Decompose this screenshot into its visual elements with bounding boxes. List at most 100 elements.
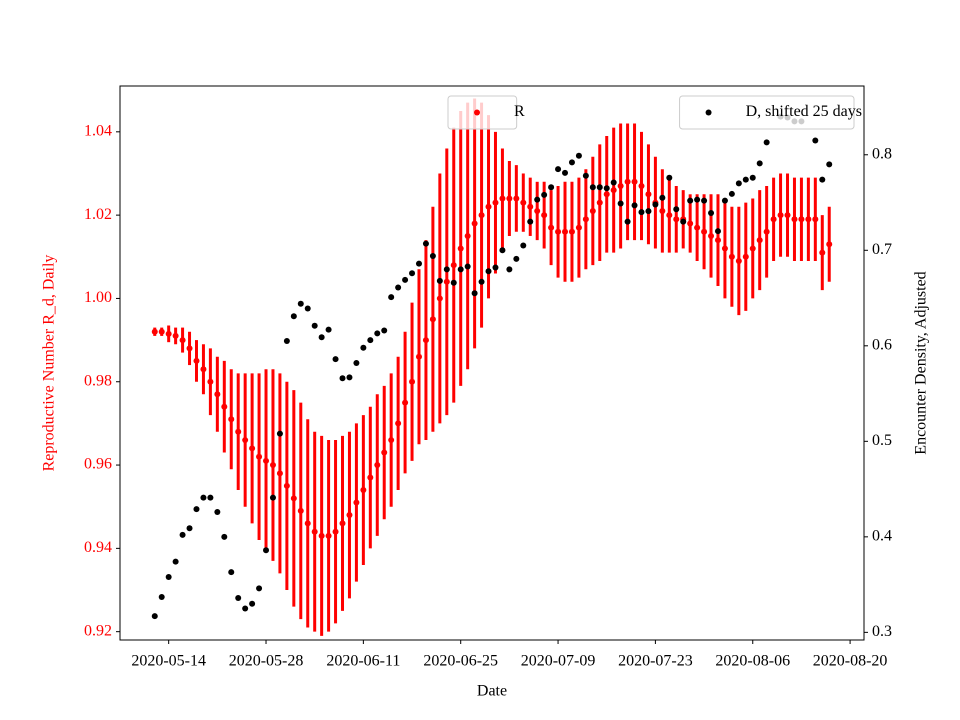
y-tick-label: 1.00 — [84, 289, 112, 306]
point — [409, 270, 416, 277]
point — [450, 279, 457, 286]
point — [819, 176, 826, 183]
point — [728, 253, 735, 260]
point — [263, 547, 270, 554]
point — [353, 499, 360, 506]
point — [443, 266, 450, 273]
point — [499, 247, 506, 254]
point — [673, 206, 680, 213]
point — [784, 212, 791, 219]
point — [638, 209, 645, 216]
point — [464, 232, 471, 239]
point — [756, 237, 763, 244]
point — [562, 169, 569, 176]
point — [409, 378, 416, 385]
point — [395, 420, 402, 427]
point — [422, 240, 429, 247]
point — [826, 241, 833, 248]
point — [589, 207, 596, 214]
legend: D, shifted 25 days — [679, 95, 862, 130]
point — [402, 276, 409, 283]
point — [172, 558, 179, 565]
y2-tick-label: 0.3 — [872, 623, 892, 640]
point — [325, 532, 332, 539]
point — [708, 232, 715, 239]
legend-box — [447, 95, 518, 130]
point — [812, 137, 819, 144]
point — [659, 194, 666, 201]
y-tick-label: 0.96 — [84, 456, 112, 473]
point — [179, 337, 186, 344]
point — [506, 195, 513, 202]
point — [791, 216, 798, 223]
legend-label: D, shifted 25 days — [746, 103, 862, 120]
point — [339, 520, 346, 527]
point — [256, 585, 263, 592]
point — [311, 322, 318, 329]
point — [638, 182, 645, 189]
point — [318, 532, 325, 539]
point — [443, 278, 450, 285]
point — [749, 174, 756, 181]
point — [228, 569, 235, 576]
point — [499, 195, 506, 202]
x-tick-label: 2020-05-14 — [131, 653, 206, 670]
point — [165, 330, 172, 337]
point — [332, 356, 339, 363]
x-axis-label: Date — [477, 683, 507, 700]
point — [687, 197, 694, 204]
point — [332, 528, 339, 535]
point — [610, 179, 617, 186]
point — [165, 573, 172, 580]
point — [263, 457, 270, 464]
y2-tick-label: 0.7 — [872, 241, 892, 258]
point — [659, 207, 666, 214]
point — [221, 403, 228, 410]
point — [826, 161, 833, 168]
point — [589, 184, 596, 191]
point — [770, 216, 777, 223]
point — [701, 197, 708, 204]
point — [186, 345, 193, 352]
point — [812, 216, 819, 223]
point — [415, 353, 422, 360]
point — [548, 184, 555, 191]
legend-marker — [705, 109, 712, 116]
point — [276, 470, 283, 477]
point — [367, 474, 374, 481]
point — [728, 190, 735, 197]
x-tick-label: 2020-08-20 — [813, 653, 888, 670]
point — [568, 159, 575, 166]
legend-box — [679, 95, 855, 130]
legend-label: R — [514, 103, 525, 120]
point — [819, 249, 826, 256]
point — [721, 245, 728, 252]
point — [200, 494, 207, 501]
point — [429, 316, 436, 323]
point — [457, 245, 464, 252]
point — [555, 166, 562, 173]
point — [207, 494, 214, 501]
point — [617, 200, 624, 207]
point — [242, 605, 249, 612]
point — [624, 178, 631, 185]
point — [721, 197, 728, 204]
point — [381, 327, 388, 334]
point — [777, 212, 784, 219]
point — [694, 224, 701, 231]
point — [151, 328, 158, 335]
point — [318, 334, 325, 341]
point — [763, 228, 770, 235]
point — [520, 199, 527, 206]
point — [714, 228, 721, 235]
point — [548, 224, 555, 231]
point — [436, 277, 443, 284]
point — [457, 266, 464, 273]
point — [179, 531, 186, 538]
point — [575, 152, 582, 159]
point — [485, 203, 492, 210]
point — [214, 509, 221, 516]
point — [582, 216, 589, 223]
point — [541, 191, 548, 198]
point — [304, 305, 311, 312]
